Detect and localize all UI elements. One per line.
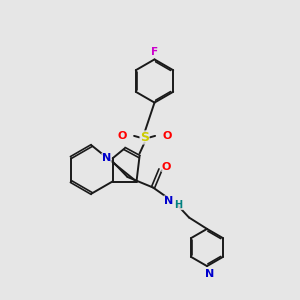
- Text: O: O: [162, 131, 172, 141]
- Text: F: F: [151, 47, 158, 57]
- Text: O: O: [162, 161, 171, 172]
- Text: N: N: [102, 153, 111, 164]
- Text: H: H: [174, 200, 183, 210]
- Text: N: N: [164, 196, 173, 206]
- Text: O: O: [118, 131, 127, 141]
- Text: S: S: [140, 131, 149, 144]
- Text: N: N: [206, 268, 214, 279]
